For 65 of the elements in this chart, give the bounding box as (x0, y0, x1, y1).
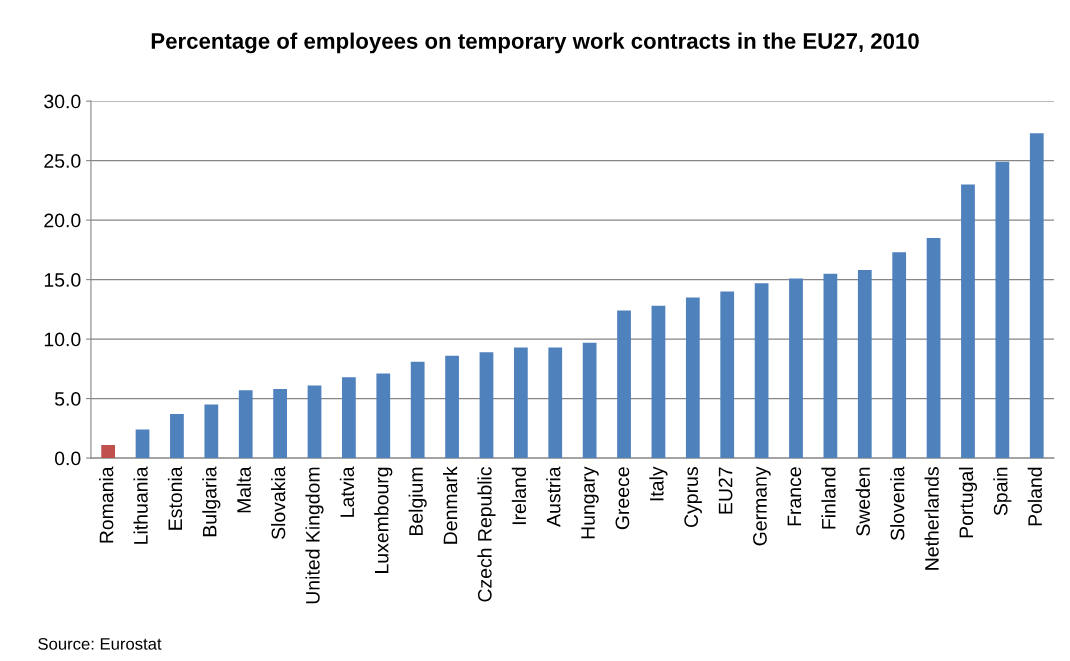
x-tick-label: Greece (615, 467, 630, 530)
bar (857, 270, 872, 459)
x-tick-label: United Kingdom (305, 467, 324, 604)
x-tick-label: Latvia (339, 466, 355, 517)
bar (479, 352, 494, 459)
x-tick-label: Romania (99, 466, 114, 543)
bar (101, 444, 116, 459)
bar (754, 283, 769, 459)
x-tick-label: France (787, 467, 802, 526)
bar (720, 291, 735, 459)
bar (789, 278, 803, 459)
y-tick-label: 25.0 (44, 154, 81, 168)
bar (926, 237, 941, 459)
x-tick-label: Germany (753, 466, 771, 546)
x-tick-label: Austria (546, 466, 561, 527)
x-tick-label: Cyprus (684, 467, 702, 528)
bar (204, 404, 219, 459)
x-tick-label: Italy (649, 466, 668, 501)
bar (685, 297, 700, 459)
x-tick-label: Slovakia (271, 466, 286, 540)
bar (410, 361, 425, 459)
y-tick-label: 0.0 (54, 451, 81, 466)
bar (582, 342, 597, 459)
x-tick-label: Slovenia (890, 466, 905, 541)
x-tick-label: Malta (236, 466, 251, 513)
bar (445, 355, 459, 459)
bar (961, 184, 975, 459)
source-note: Source: Eurostat (38, 637, 162, 650)
chart-title: Percentage of employees on temporary work contracts in the EU27, 2010 (151, 32, 919, 54)
bar (1029, 133, 1044, 459)
bar (995, 161, 1010, 459)
x-tick-label: Czech Republic (477, 466, 496, 602)
bar (651, 305, 666, 459)
bar (238, 390, 253, 459)
x-tick-label: Lithuania (133, 466, 148, 544)
bar (513, 347, 528, 459)
x-tick-label: Estonia (167, 466, 183, 530)
x-tick-label: Finland (821, 467, 836, 529)
bar (273, 389, 287, 459)
x-tick-label: Spain (993, 467, 1012, 516)
x-tick-label: EU27 (718, 467, 733, 514)
x-tick-label: Luxembourg (374, 467, 393, 573)
y-tick-label: 10.0 (44, 332, 81, 347)
x-tick-label: Portugal (958, 467, 978, 538)
bar (617, 310, 631, 459)
x-tick-label: Hungary (581, 466, 599, 539)
bar (170, 414, 184, 459)
bar (823, 273, 838, 459)
y-tick-label: 30.0 (44, 94, 81, 109)
bar (307, 385, 322, 459)
x-tick-label: Sweden (855, 467, 871, 536)
x-tick-label: Ireland (511, 467, 527, 525)
x-tick-label: Bulgaria (202, 466, 221, 537)
x-tick-label: Belgium (408, 467, 427, 536)
bar (342, 377, 356, 459)
bar (548, 347, 563, 459)
x-tick-label: Netherlands (924, 467, 939, 570)
y-tick-label: 20.0 (44, 213, 81, 228)
bar (135, 429, 150, 459)
y-tick-label: 5.0 (54, 392, 81, 406)
x-tick-label: Poland (1027, 467, 1042, 526)
y-tick-label: 15.0 (44, 273, 81, 287)
x-tick-label: Denmark (443, 466, 458, 544)
bar (376, 373, 391, 459)
bar (892, 252, 907, 459)
